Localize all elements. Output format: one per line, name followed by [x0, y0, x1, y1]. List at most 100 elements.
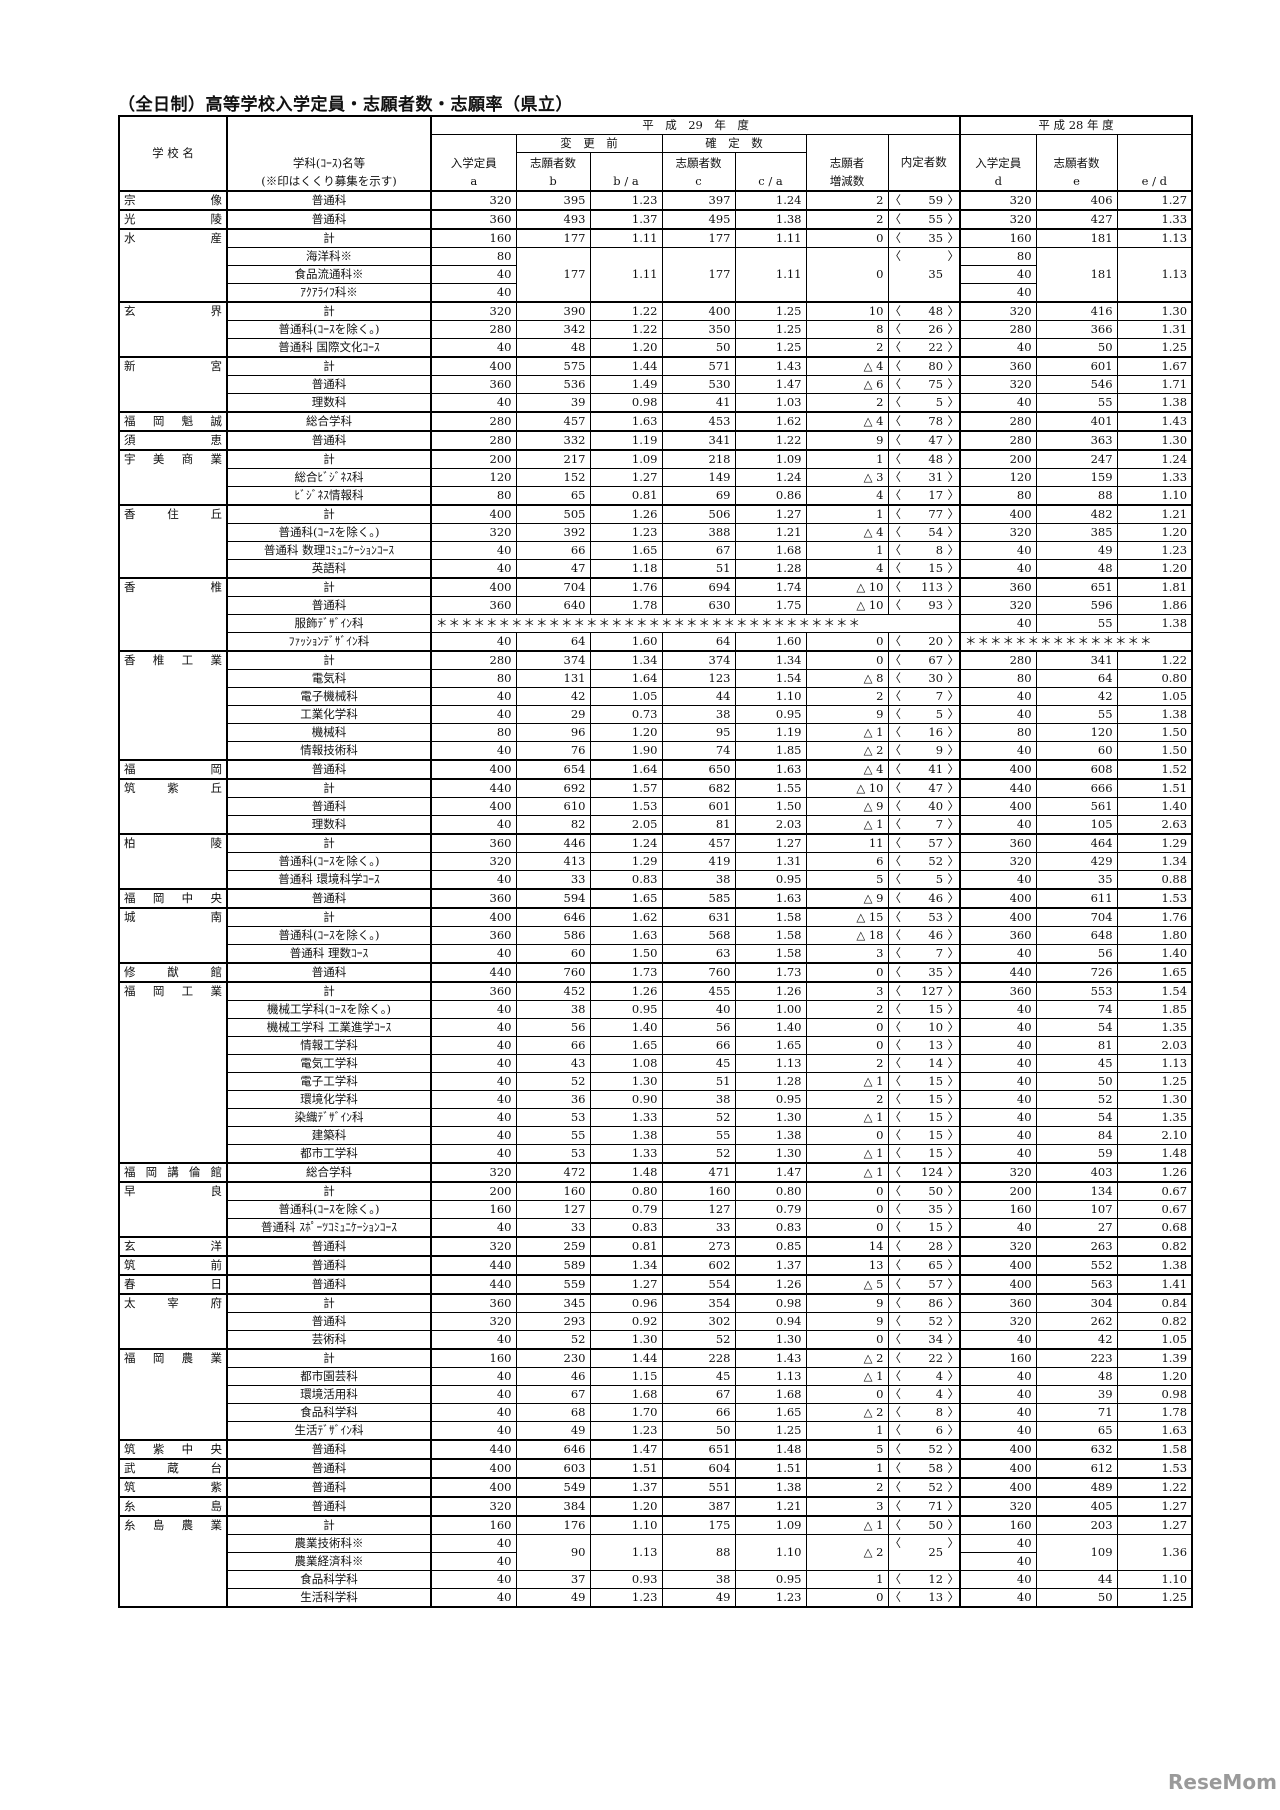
school-name-text: 玄界 — [124, 303, 222, 318]
apps-b: 342 — [515, 319, 591, 339]
diff: △ 10 — [805, 576, 889, 597]
cap-d: 40 — [959, 999, 1037, 1019]
cap-a: 280 — [430, 410, 517, 431]
cap-a: 360 — [430, 374, 517, 394]
ratio-ed: 1.65 — [1116, 961, 1193, 982]
apps-c: 602 — [661, 1254, 736, 1275]
apps-e: 366 — [1035, 319, 1118, 339]
apps-b: 374 — [515, 649, 591, 670]
diff: 2 — [805, 208, 889, 229]
cap-a: 320 — [430, 1161, 517, 1182]
apps-c: 69 — [661, 485, 736, 505]
ratio-ca: 1.34 — [734, 649, 807, 670]
apps-c: 40 — [661, 999, 736, 1019]
apps-e: 49 — [1035, 540, 1118, 560]
ratio-ca: 2.03 — [734, 814, 807, 834]
ratio-ed: 1.40 — [1116, 943, 1193, 963]
not-applicable-stars: ＊＊＊＊＊＊＊＊＊＊＊＊＊＊＊＊＊＊＊＊＊＊＊＊＊＊＊＊＊＊＊＊＊＊ — [429, 613, 961, 633]
school-name-text: 福岡講倫館 — [124, 1164, 222, 1179]
apps-b: 82 — [515, 814, 591, 834]
cap-d: 40 — [959, 1533, 1037, 1553]
ratio-ba: 0.83 — [589, 869, 663, 889]
cap-a: 40 — [430, 1366, 517, 1386]
apps-b: 38 — [515, 999, 591, 1019]
cap-d: 400 — [959, 1438, 1037, 1459]
school-name-text: 修猷館 — [124, 964, 222, 979]
ratio-ed: 1.25 — [1116, 1071, 1193, 1091]
apps-c: 650 — [661, 758, 736, 779]
ratio-ed: 2.63 — [1116, 814, 1193, 834]
header-cap-d: 入学定員 d — [959, 134, 1037, 191]
naitei: 59 — [887, 189, 961, 210]
cap-d: 360 — [959, 980, 1037, 1001]
school-name: 修猷館 — [118, 961, 228, 982]
apps-b: 603 — [515, 1457, 591, 1478]
ratio-ed: 1.20 — [1116, 1366, 1193, 1386]
apps-b: 692 — [515, 777, 591, 798]
diff: △ 3 — [805, 467, 889, 487]
dept-name: 計 — [226, 980, 432, 1001]
apps-b: 42 — [515, 686, 591, 706]
dept-name: 普通科 — [226, 1438, 432, 1459]
apps-e: 39 — [1035, 1384, 1118, 1404]
cap-d: 40 — [959, 1420, 1037, 1440]
apps-c: 45 — [661, 1053, 736, 1073]
apps-b: 37 — [515, 1569, 591, 1589]
ratio-ca: 1.11 — [734, 246, 807, 302]
apps-b: 654 — [515, 758, 591, 779]
apps-e: 48 — [1035, 558, 1118, 578]
naitei: 40 — [887, 796, 961, 816]
cap-d: 40 — [959, 1402, 1037, 1422]
school-name-text: 柏陵 — [124, 835, 222, 850]
apps-b: 384 — [515, 1495, 591, 1516]
apps-b: 646 — [515, 1438, 591, 1459]
apps-e: 385 — [1035, 522, 1118, 542]
apps-b: 594 — [515, 887, 591, 908]
ratio-ca: 1.85 — [734, 740, 807, 760]
school-name-text: 福岡農業 — [124, 1350, 222, 1365]
ratio-ed: 1.10 — [1116, 485, 1193, 505]
cap-d: 360 — [959, 355, 1037, 376]
cap-a: 360 — [430, 887, 517, 908]
ratio-ed: 1.67 — [1116, 355, 1193, 376]
ratio-ca: 1.38 — [734, 208, 807, 229]
school-name: 香住丘 — [118, 503, 228, 578]
apps-b: 230 — [515, 1347, 591, 1368]
cap-a: 320 — [430, 1311, 517, 1331]
apps-c: 52 — [661, 1143, 736, 1163]
diff: 6 — [805, 851, 889, 871]
cap-a: 40 — [430, 1402, 517, 1422]
diff: 9 — [805, 704, 889, 724]
school-name: 福岡魁誠 — [118, 410, 228, 431]
ratio-ba: 1.20 — [589, 722, 663, 742]
apps-b: 52 — [515, 1071, 591, 1091]
ratio-ba: 1.26 — [589, 503, 663, 524]
diff: 0 — [805, 1217, 889, 1237]
cap-a: 160 — [430, 227, 517, 248]
ratio-ba: 0.96 — [589, 1292, 663, 1313]
table-row: ｱｸｱﾗｲﾌ科※ 40 40 — [119, 282, 1192, 302]
apps-b: 47 — [515, 558, 591, 578]
apps-e: 65 — [1035, 1420, 1118, 1440]
cap-d: 440 — [959, 961, 1037, 982]
school-name: 筑紫 — [118, 1476, 228, 1497]
cap-d: 40 — [959, 264, 1037, 284]
cap-d: 40 — [959, 392, 1037, 412]
ratio-ed: 1.33 — [1116, 208, 1193, 229]
ratio-ca: 1.43 — [734, 355, 807, 376]
apps-b: 67 — [515, 1384, 591, 1404]
cap-a: 320 — [430, 851, 517, 871]
ratio-ba: 1.70 — [589, 1402, 663, 1422]
naitei: 57 — [887, 832, 961, 853]
apps-e: 107 — [1035, 1199, 1118, 1219]
cap-d: 40 — [959, 943, 1037, 963]
dept-name: 機械科 — [226, 722, 432, 742]
apps-e: 304 — [1035, 1292, 1118, 1313]
